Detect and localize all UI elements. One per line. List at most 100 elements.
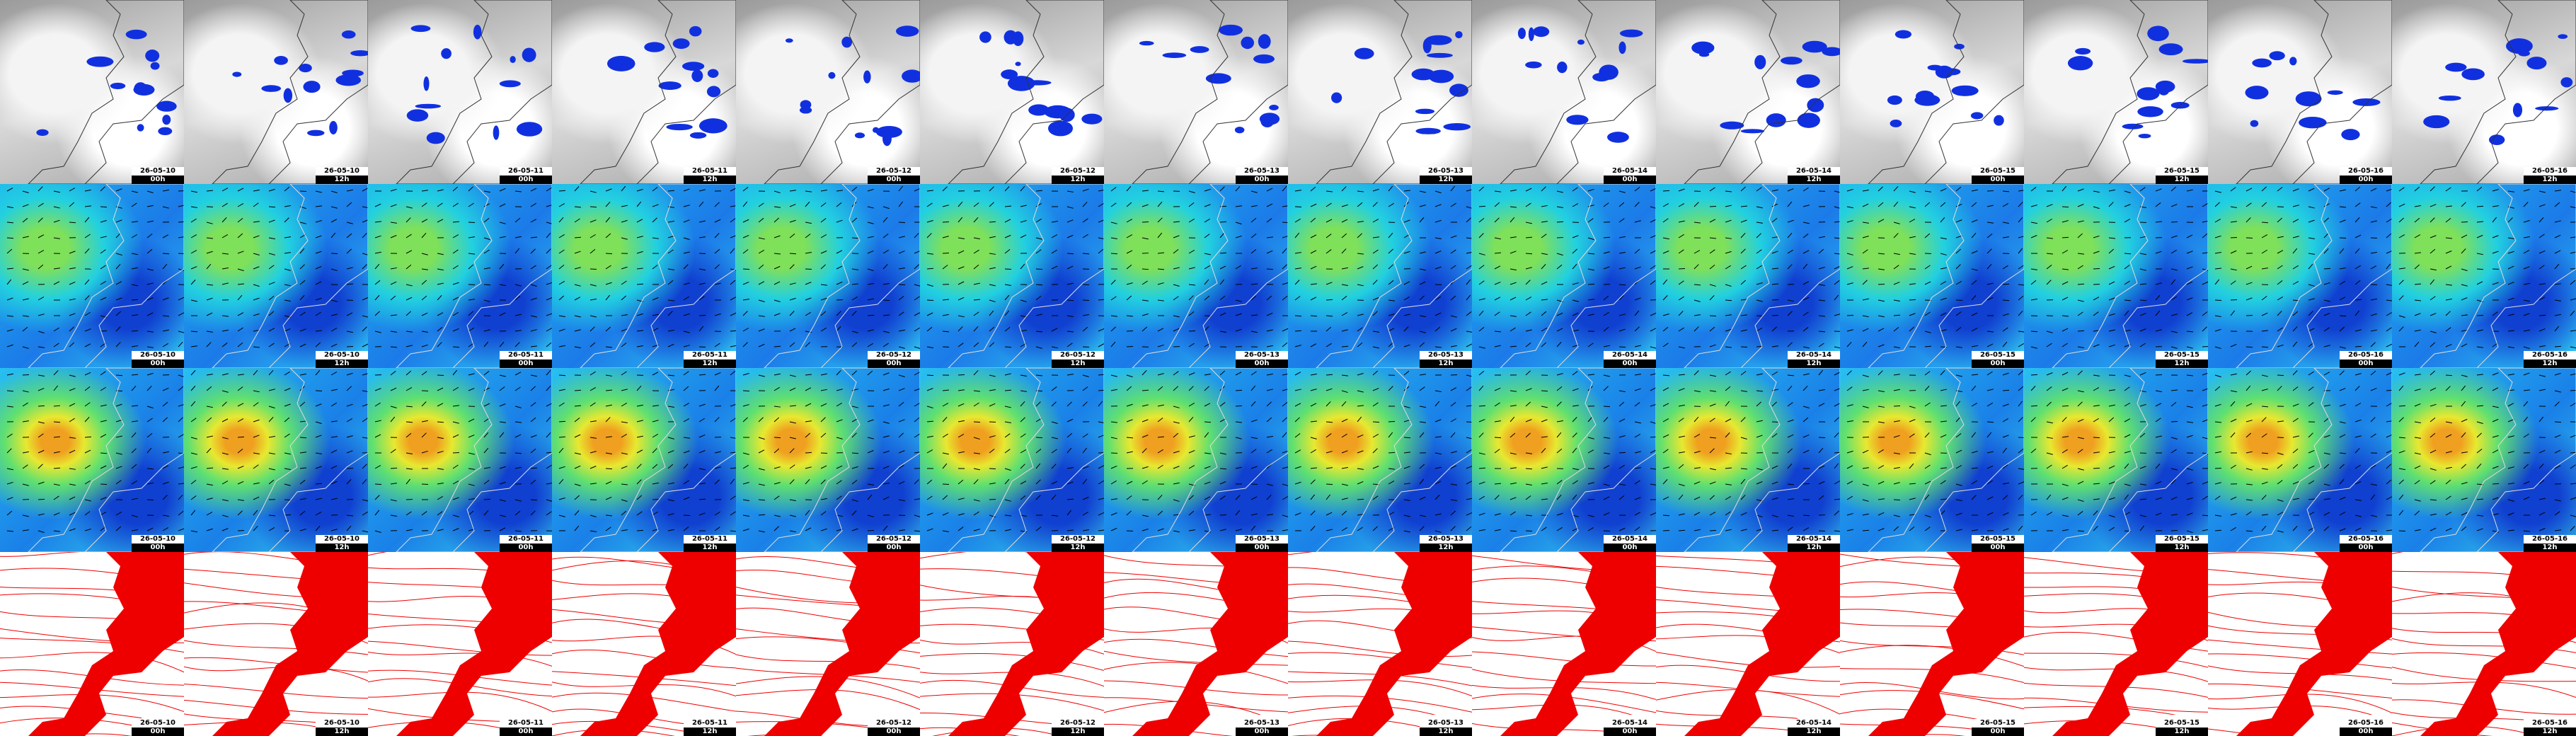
wind-arrow	[882, 496, 890, 500]
wind-arrow	[1740, 248, 1746, 254]
wind-arrow	[421, 371, 427, 376]
time-label: 26-05-12 12h	[1052, 167, 1104, 184]
wind-arrow	[2062, 449, 2068, 454]
land	[396, 552, 552, 736]
wind-arrow	[1834, 432, 1839, 438]
wind-arrow	[1066, 190, 1074, 192]
wind-arrow	[1098, 248, 1104, 254]
precip	[1780, 57, 1802, 65]
wind-arrow	[2261, 268, 2268, 270]
precip	[1619, 29, 1643, 38]
wind-arrow	[1266, 295, 1272, 301]
wind-arrow	[1466, 526, 1472, 531]
wind-arrow	[346, 403, 353, 407]
isobar	[368, 669, 552, 686]
precip	[707, 69, 719, 78]
hour-text: 00h	[132, 728, 184, 736]
wind-arrow	[190, 266, 197, 270]
wind-arrow	[2077, 265, 2083, 270]
wind-arrow	[730, 205, 736, 207]
wind-arrow	[973, 468, 980, 471]
hour-text: 12h	[316, 360, 368, 368]
wind-arrow	[2538, 314, 2546, 316]
wind-arrow	[2093, 498, 2100, 500]
wind-arrow	[2354, 217, 2360, 223]
wind-arrow	[914, 417, 920, 422]
map-panel: 26-05-14 12h	[1656, 184, 1840, 368]
wind-arrow	[2261, 514, 2268, 516]
wind-arrow	[698, 296, 705, 301]
wind-arrow	[1157, 328, 1164, 332]
wind-arrow	[2202, 437, 2208, 439]
wind-arrow	[2046, 372, 2053, 376]
wind-arrow	[2002, 190, 2010, 192]
wind-arrow	[1372, 311, 1378, 316]
wind-arrow	[222, 188, 229, 192]
precip	[307, 130, 325, 137]
map-overlay	[552, 552, 736, 736]
wind-arrow	[2414, 374, 2421, 376]
wind-arrow	[1802, 449, 1810, 454]
wind-arrow	[2523, 433, 2529, 438]
wind-arrow	[2430, 217, 2435, 223]
wind-arrow	[652, 187, 658, 192]
wind-arrow	[1694, 496, 1701, 500]
wind-arrow	[546, 297, 552, 301]
wind-arrow	[789, 479, 795, 485]
wind-arrow	[1787, 219, 1794, 223]
wind-arrow	[958, 527, 964, 531]
date-text: 26-05-12	[1052, 351, 1104, 360]
wind-arrow	[2077, 253, 2084, 255]
map-panel: 26-05-10 00h	[0, 368, 184, 552]
precip	[2327, 90, 2343, 95]
isobar	[1288, 652, 1472, 668]
wind-arrow	[2308, 432, 2313, 438]
wind-arrow	[6, 297, 13, 301]
wind-arrow	[1662, 343, 1669, 347]
wind-arrow	[958, 451, 965, 454]
wind-arrow	[1525, 452, 1532, 454]
precip	[698, 118, 728, 134]
precip	[410, 25, 431, 33]
wind-arrow	[574, 218, 580, 223]
wind-arrow	[2398, 437, 2406, 439]
precip	[441, 48, 452, 59]
wind-arrow	[1020, 464, 1025, 469]
wind-arrow	[774, 299, 781, 302]
wind-arrow	[2261, 234, 2268, 238]
wind-arrow	[421, 295, 427, 301]
wind-arrow	[237, 312, 244, 316]
map-panel: 26-05-12 12h	[920, 368, 1104, 552]
hour-text: 00h	[2340, 544, 2392, 552]
wind-arrow	[2386, 434, 2392, 438]
wind-arrow	[973, 202, 979, 207]
wind-arrow	[437, 282, 444, 285]
wind-arrow	[851, 406, 858, 408]
wind-arrow	[758, 468, 765, 471]
wind-arrow	[1173, 371, 1179, 376]
wind-arrow	[514, 434, 522, 438]
wind-arrow	[2093, 311, 2099, 316]
wind-arrow	[1572, 432, 1577, 438]
wind-arrow	[2186, 435, 2193, 438]
wind-arrow	[867, 282, 874, 285]
map-overlay	[920, 552, 1104, 736]
wind-arrow	[2461, 512, 2468, 516]
wind-arrow	[483, 387, 490, 391]
wind-arrow	[1126, 451, 1133, 454]
wind-arrow	[1740, 371, 1747, 376]
wind-arrow	[1587, 527, 1594, 531]
wind-arrow	[1862, 341, 1868, 347]
wind-arrow	[514, 236, 522, 238]
wind-arrow	[2386, 403, 2392, 407]
wind-arrow	[2507, 529, 2514, 531]
wind-arrow	[1403, 406, 1410, 408]
wind-arrow	[330, 314, 338, 316]
wind-arrow	[1556, 264, 1563, 270]
wind-arrow	[989, 186, 994, 192]
wind-arrow	[1466, 251, 1472, 254]
wind-arrow	[406, 234, 412, 238]
wind-arrow	[2507, 282, 2514, 285]
wind-arrow	[914, 372, 920, 376]
wind-arrow	[178, 417, 183, 422]
